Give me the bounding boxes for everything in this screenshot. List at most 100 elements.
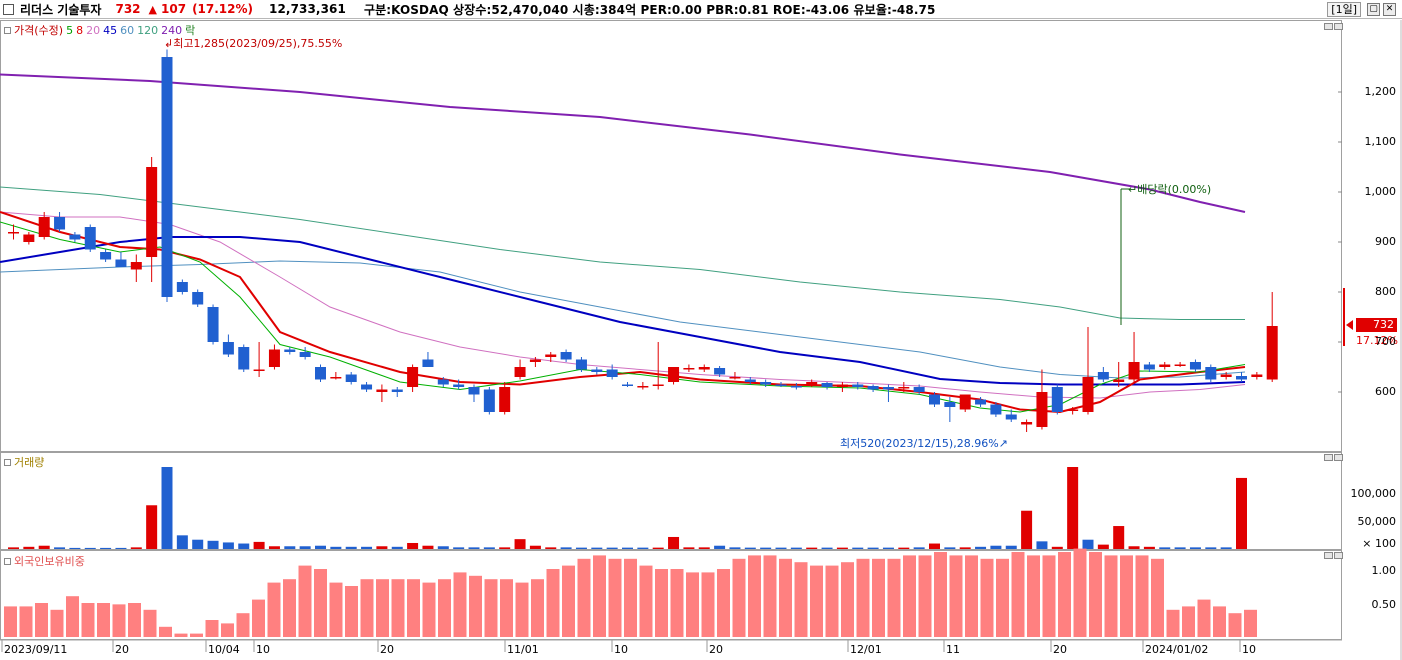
foreign-bar (546, 569, 560, 637)
panel-close-button[interactable] (1334, 454, 1343, 461)
volume-bar (1236, 477, 1247, 549)
foreign-bar (438, 579, 451, 637)
candle-body (1128, 362, 1140, 380)
candle-body (422, 359, 434, 367)
candle-body (606, 369, 618, 377)
candle-body (867, 386, 879, 390)
candle-body (100, 252, 112, 260)
dividend-annotation: ↵배당락(0.00%) (1128, 181, 1211, 197)
panel-menu-button[interactable] (1324, 552, 1333, 559)
volume-bar (622, 547, 633, 549)
candle-body (161, 57, 173, 297)
foreign-bar (267, 582, 281, 637)
candle-body (207, 307, 219, 342)
candle-body (1113, 379, 1125, 382)
volume-bar (882, 547, 894, 549)
volume-bar (836, 547, 848, 549)
foreign-bar (453, 572, 467, 637)
volume-panel[interactable] (0, 452, 1342, 550)
candle-body (1220, 374, 1232, 377)
legend-toggle-icon[interactable] (4, 458, 11, 466)
foreign-bar (1089, 552, 1102, 637)
volume-bar (575, 547, 587, 549)
foreign-bar (1073, 548, 1087, 637)
panel-menu-button[interactable] (1324, 23, 1333, 30)
foreign-bar (360, 579, 374, 637)
candle-body (1036, 392, 1048, 427)
foreign-bar (949, 555, 963, 637)
volume-bar (407, 542, 419, 549)
legend-toggle-icon[interactable] (4, 557, 11, 565)
candle-body (806, 382, 818, 385)
volume-bar (1143, 546, 1155, 549)
volume-bar (207, 540, 219, 549)
volume-bar (84, 547, 96, 549)
volume-bar (560, 547, 572, 549)
foreign-bar (748, 555, 761, 637)
foreign-bar (174, 633, 188, 637)
foreign-bar (376, 579, 389, 637)
x-tick-label: 20 (1053, 643, 1067, 656)
volume-bar (990, 545, 1002, 549)
price-panel[interactable] (0, 20, 1342, 452)
maximize-button[interactable]: ▢ (1367, 3, 1380, 16)
candle-body (637, 386, 649, 388)
candle-body (1143, 364, 1155, 370)
foreign-bar (81, 603, 95, 637)
volume-bar (1174, 547, 1186, 549)
scrollbar[interactable] (1400, 20, 1402, 660)
volume-bar (1067, 467, 1079, 549)
foreign-bar (159, 626, 172, 637)
foreign-bar (686, 572, 699, 637)
high-arrow-icon: ↲ (164, 37, 174, 50)
volume-bar (253, 541, 265, 549)
volume-bar (422, 545, 434, 549)
foreign-bar (314, 569, 327, 637)
foreign-bar (252, 599, 265, 637)
candle-body (453, 384, 465, 387)
candle-body (315, 367, 326, 380)
select-checkbox[interactable] (3, 3, 14, 15)
legend-ma8: 8 (76, 23, 84, 37)
legend-ex-dividend: 락 (185, 24, 196, 37)
x-tick-label: 11/01 (507, 643, 539, 656)
foreign-bar (97, 603, 110, 637)
price-tick-label: 1,200 (1364, 85, 1397, 98)
stock-info: 구분:KOSDAQ 상장수:52,470,040 시총:384억 PER:0.0… (363, 2, 936, 17)
foreign-bar (1104, 555, 1118, 637)
volume-bar (483, 547, 495, 549)
legend-toggle-icon[interactable] (4, 26, 11, 34)
volume-bar (1159, 547, 1171, 549)
x-tick-label: 20 (709, 643, 723, 656)
volume-bar (714, 545, 726, 549)
candle-body (591, 369, 603, 372)
volume-bar (867, 547, 879, 549)
candle-body (1051, 387, 1063, 412)
volume-bar (361, 546, 373, 549)
candle-body (575, 359, 587, 370)
foreign-bar (531, 579, 544, 637)
volume-bar (222, 542, 234, 549)
foreign-bar (19, 606, 33, 637)
foreign-bar (500, 579, 513, 637)
candle-body (882, 387, 894, 390)
candle-body (1067, 409, 1079, 411)
candle-body (1205, 367, 1217, 380)
panel-close-button[interactable] (1334, 23, 1343, 30)
volume-bar (1097, 544, 1109, 549)
close-button[interactable]: ✕ (1383, 3, 1396, 16)
volume-bar (760, 547, 772, 549)
volume-bar (1189, 547, 1201, 549)
foreign-bar (779, 558, 792, 637)
panel-menu-button[interactable] (1324, 454, 1333, 461)
panel-close-button[interactable] (1334, 552, 1343, 559)
period-selector[interactable]: [1일] (1327, 2, 1361, 17)
foreign-bar (965, 555, 978, 637)
foreign-bar (221, 623, 234, 637)
candle-body (361, 384, 373, 390)
high-annotation-text: 최고1,285(2023/09/25),75.55% (173, 37, 343, 50)
high-annotation: ↲최고1,285(2023/09/25),75.55% (164, 35, 342, 51)
volume-bar (821, 547, 833, 549)
foreign-bar (1058, 552, 1071, 637)
